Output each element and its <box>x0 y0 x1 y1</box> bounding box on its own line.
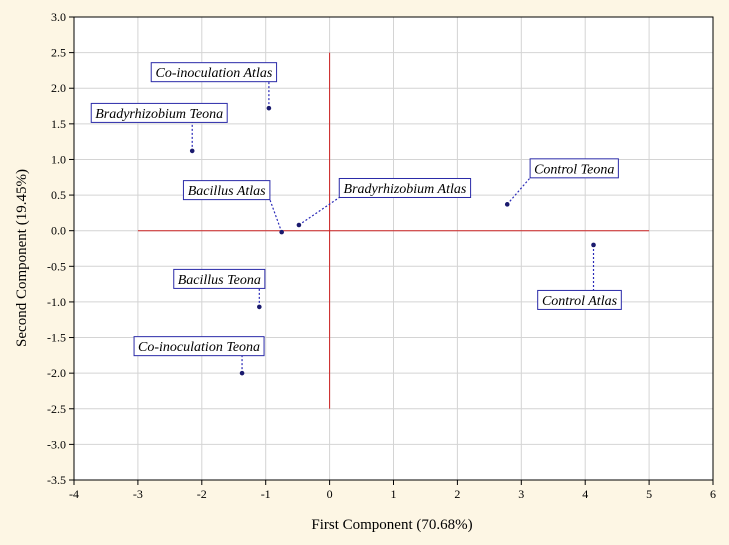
x-tick-label: 0 <box>327 487 333 501</box>
point-label: Co-inoculation Atlas <box>155 66 272 81</box>
y-tick-label: 0.0 <box>51 224 66 238</box>
point-label: Bacillus Atlas <box>188 184 266 199</box>
y-tick-label: 0.5 <box>51 188 66 202</box>
x-tick-label: -4 <box>69 487 79 501</box>
y-tick-label: 2.0 <box>51 81 66 95</box>
data-point-marker <box>591 242 596 248</box>
data-point-group: Control Atlas <box>537 242 622 310</box>
x-tick-label: 3 <box>518 487 524 501</box>
data-point-marker <box>296 222 302 228</box>
x-tick-label: 1 <box>391 487 397 501</box>
point-label: Control Atlas <box>542 294 618 309</box>
x-axis-title: First Component (70.68%) <box>311 517 472 533</box>
y-tick-label: -0.5 <box>47 259 66 273</box>
point-label-box <box>133 336 265 357</box>
data-point-group: Bacillus Teona <box>173 268 266 310</box>
y-tick-label: -1.5 <box>47 331 66 345</box>
point-label-box <box>537 289 622 310</box>
y-tick-label: 1.5 <box>51 117 66 131</box>
y-tick-label: 2.5 <box>51 46 66 60</box>
data-point-marker <box>266 105 272 111</box>
point-label-box <box>529 158 619 179</box>
y-tick-label: -3.0 <box>47 437 66 451</box>
y-tick-label: -3.5 <box>47 473 66 487</box>
x-tick-label: -2 <box>197 487 207 501</box>
point-label: Bacillus Teona <box>178 273 261 288</box>
data-point-group: Bradyrhizobium Atlas <box>296 177 472 228</box>
data-point-marker <box>189 148 195 154</box>
point-label-leader <box>298 196 340 226</box>
data-point-marker <box>279 229 284 235</box>
x-tick-label: -1 <box>261 487 271 501</box>
point-label-box <box>90 102 228 123</box>
y-tick-label: 3.0 <box>51 10 66 24</box>
point-label: Bradyrhizobium Atlas <box>344 182 467 197</box>
point-label: Bradyrhizobium Teona <box>95 107 223 122</box>
y-tick-label: 1.0 <box>51 152 66 166</box>
data-point-marker <box>504 202 510 207</box>
data-point-group: Bradyrhizobium Teona <box>90 102 228 154</box>
data-point-group: Co-inoculation Atlas <box>150 62 278 111</box>
point-label-box <box>338 177 472 198</box>
point-label: Control Teona <box>534 162 614 177</box>
point-label-box <box>173 268 266 289</box>
x-tick-labels: -4 -3 -2 -1 0 1 2 3 4 5 6 <box>69 487 716 501</box>
x-tick-label: -3 <box>133 487 143 501</box>
y-axis-title: Second Component (19.45%) <box>14 169 30 347</box>
reference-lines <box>137 52 650 409</box>
x-tick-label: 5 <box>646 487 652 501</box>
point-label-leader <box>506 177 531 205</box>
point-label-box <box>182 180 271 201</box>
y-tick-label: -1.0 <box>47 295 66 309</box>
y-tick-label: -2.5 <box>47 402 66 416</box>
data-point-marker <box>257 304 262 310</box>
data-point-group: Co-inoculation Teona <box>133 336 265 376</box>
y-tick-label: -2.0 <box>47 366 66 380</box>
x-tick-label: 4 <box>582 487 588 501</box>
data-point-marker <box>239 370 245 376</box>
point-label-leader <box>269 199 283 233</box>
y-tick-labels: 3.0 2.5 2.0 1.5 1.0 0.5 0.0 -0.5 -1.0 -1.5 -2.0 -2.… <box>47 10 66 487</box>
data-point-group: Bacillus Atlas <box>182 180 284 235</box>
point-label: Co-inoculation Teona <box>138 340 260 355</box>
point-label-box <box>150 62 278 83</box>
x-tick-label: 2 <box>454 487 460 501</box>
axis-ticks <box>69 16 714 485</box>
data-points: Co-inoculation Atlas Bradyrhizobium Teona… <box>90 62 622 376</box>
data-point-group: Control Teona <box>504 158 619 207</box>
x-tick-label: 6 <box>710 487 716 501</box>
